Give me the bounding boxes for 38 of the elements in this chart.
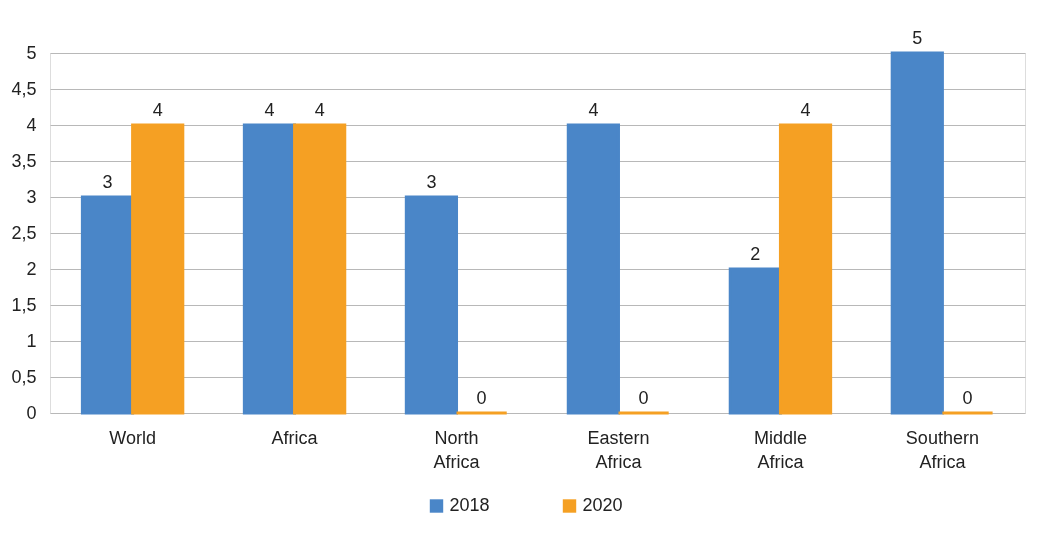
legend-label: 2018	[449, 495, 490, 515]
x-tick-label: World	[109, 427, 156, 448]
data-label: 0	[638, 388, 649, 408]
y-tick-label: 0,5	[11, 366, 37, 387]
bar	[404, 195, 459, 415]
bar	[566, 123, 620, 415]
y-tick-label: 3	[26, 186, 37, 207]
bar	[778, 123, 833, 415]
data-label: 4	[152, 100, 163, 120]
x-tick-label: North Africa	[433, 427, 481, 472]
data-label: 2	[750, 244, 761, 264]
y-tick-label: 4,5	[11, 78, 37, 99]
data-label: 0	[476, 388, 487, 408]
bar	[293, 123, 347, 415]
y-tick-label: 4	[26, 114, 37, 135]
data-label: 3	[426, 172, 437, 192]
data-label: 0	[962, 388, 973, 408]
bar	[728, 267, 782, 415]
bar	[890, 51, 944, 415]
y-tick-label: 1,5	[11, 294, 37, 315]
bar	[131, 123, 185, 415]
x-tick-label: Eastern Africa	[587, 427, 650, 472]
data-label: 4	[314, 100, 325, 120]
y-tick-label: 0	[26, 402, 37, 423]
x-tick-label: Africa	[271, 427, 319, 448]
data-label: 4	[588, 100, 599, 120]
y-tick-label: 3,5	[11, 150, 37, 171]
y-tick-label: 1	[26, 330, 37, 351]
data-label: 4	[800, 100, 811, 120]
data-label: 5	[912, 28, 923, 48]
data-label: 3	[102, 172, 113, 192]
y-tick-label: 2	[26, 258, 37, 279]
x-tick-label: Southern Africa	[905, 427, 979, 472]
y-tick-label: 2,5	[11, 222, 37, 243]
legend-label: 2020	[582, 495, 623, 515]
x-tick-label: Middle Africa	[753, 427, 807, 472]
y-tick-label: 5	[26, 42, 37, 63]
data-label: 4	[264, 100, 275, 120]
